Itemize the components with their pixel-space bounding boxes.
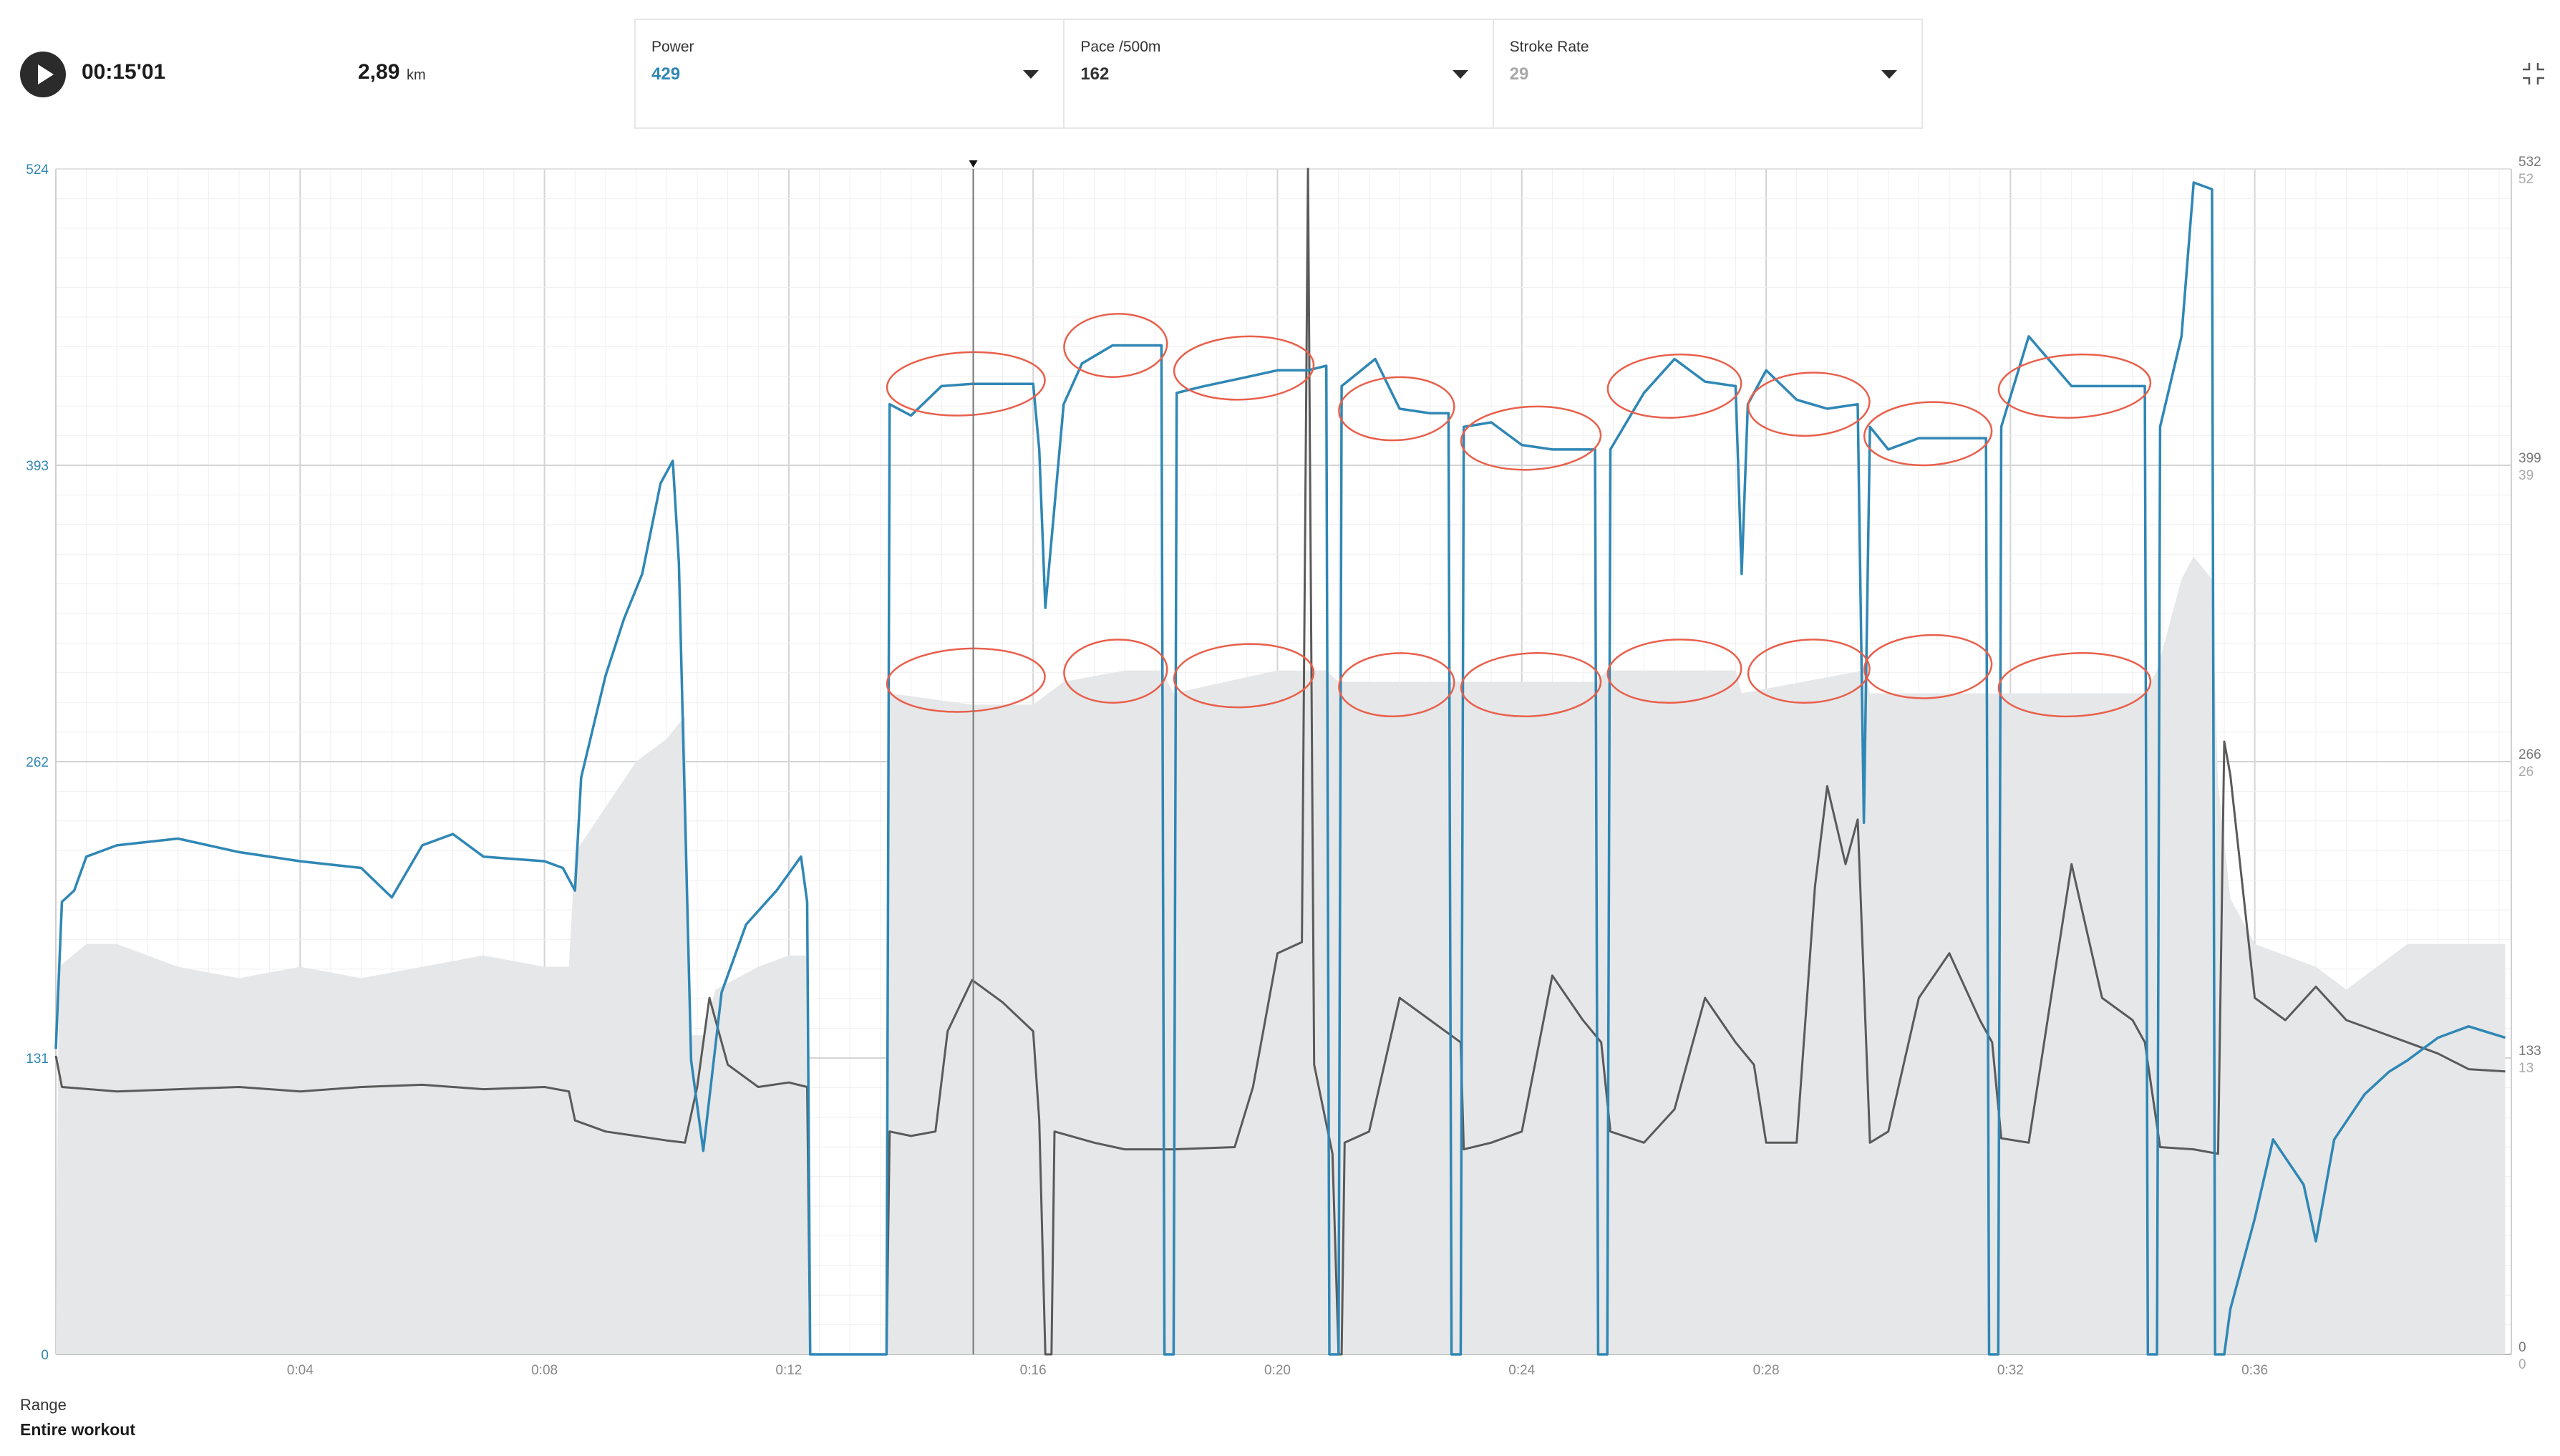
- pace-axis-tick-label: 266: [2518, 747, 2541, 762]
- power-line: [54, 181, 2506, 1356]
- stroke-rate-area-shape: [56, 556, 2506, 1354]
- rate-axis-tick-label: 52: [2518, 172, 2534, 187]
- annotation-ellipse: [1606, 639, 1742, 704]
- annotation-ellipse: [1997, 353, 2152, 419]
- selector-value: 162: [1080, 64, 1110, 84]
- left-axis-tick-label: 131: [26, 1052, 49, 1067]
- x-tick-label: 0:36: [2241, 1363, 2268, 1378]
- stroke-rate-selector[interactable]: Stroke Rate 29: [1494, 20, 1921, 127]
- stroke-rate-area: [56, 556, 2506, 1354]
- annotation-ellipse: [1997, 652, 2152, 718]
- x-tick-label: 0:04: [287, 1363, 314, 1378]
- playhead-marker: [969, 160, 978, 168]
- annotation-ellipse: [1063, 313, 1168, 378]
- elapsed-time: 00:15'01: [82, 60, 166, 84]
- x-tick-label: 0:08: [531, 1363, 558, 1378]
- annotation-ellipse: [1338, 376, 1455, 442]
- caret-down-icon: [1452, 70, 1468, 79]
- annotation-ellipse: [1460, 652, 1602, 718]
- distance-value: 2,89: [358, 60, 400, 84]
- selector-label: Pace /500m: [1080, 39, 1161, 55]
- annotation-ellipse: [1173, 643, 1315, 709]
- annotation-ellipse: [1063, 639, 1168, 704]
- chart-axes: 0:04 0:08 0:12 0:16 0:20 0:24 0:28 0:32 0:360131…: [26, 155, 2541, 1378]
- selector-label: Power: [651, 39, 694, 55]
- annotation-ellipse: [1863, 401, 1993, 467]
- x-tick-label: 0:32: [1997, 1363, 2024, 1378]
- distance-unit: km: [407, 67, 426, 83]
- x-tick-label: 0:16: [1020, 1363, 1047, 1378]
- play-button[interactable]: [20, 52, 66, 97]
- annotation-ellipse: [1606, 353, 1742, 419]
- pace-axis-tick-label: 133: [2518, 1044, 2541, 1059]
- x-tick-label: 0:28: [1753, 1363, 1780, 1378]
- x-tick-label: 0:20: [1264, 1363, 1291, 1378]
- pace-axis-tick-label: 532: [2518, 155, 2541, 170]
- left-axis-tick-label: 524: [26, 162, 49, 178]
- play-icon: [38, 64, 54, 84]
- annotation-ellipse: [1460, 405, 1602, 471]
- annotation-ellipse: [1747, 372, 1871, 437]
- workout-chart[interactable]: 0:04 0:08 0:12 0:16 0:20 0:24 0:28 0:32 0:360131…: [0, 143, 2560, 1389]
- power-series: [54, 181, 2506, 1356]
- pace-series: [54, 168, 2506, 1356]
- player-header: 00:15'01 2,89 km Power 429 Pace /500m 16…: [0, 0, 2560, 150]
- selector-value: 429: [651, 64, 681, 84]
- selector-label: Stroke Rate: [1509, 39, 1589, 55]
- rate-axis-tick-label: 26: [2518, 765, 2534, 780]
- pace-selector[interactable]: Pace /500m 162: [1065, 20, 1494, 127]
- x-tick-label: 0:24: [1508, 1363, 1535, 1378]
- pace-axis-tick-label: 399: [2518, 451, 2541, 466]
- annotation-ellipse: [886, 647, 1046, 713]
- annotation-ellipse: [1863, 634, 1993, 699]
- x-tick-label: 0:12: [775, 1363, 802, 1378]
- left-axis-tick-label: 0: [41, 1348, 49, 1363]
- annotation-ellipse: [1173, 335, 1315, 401]
- range-label: Range: [20, 1396, 67, 1414]
- range-value[interactable]: Entire workout: [20, 1420, 136, 1439]
- exit-fullscreen-icon[interactable]: [2521, 62, 2546, 86]
- annotation-ellipse: [1338, 652, 1455, 717]
- pace-line: [54, 168, 2506, 1356]
- metric-selectors: Power 429 Pace /500m 162 Stroke Rate 29: [634, 19, 1923, 129]
- power-selector[interactable]: Power 429: [636, 20, 1065, 127]
- caret-down-icon: [1023, 70, 1039, 79]
- pace-axis-tick-label: 0: [2518, 1340, 2526, 1355]
- rate-axis-tick-label: 0: [2518, 1357, 2526, 1372]
- left-axis-tick-label: 262: [26, 755, 49, 770]
- hand-drawn-annotations: [886, 313, 2152, 718]
- annotation-ellipse: [1747, 639, 1871, 704]
- playhead: [969, 160, 978, 1354]
- annotation-ellipse: [886, 351, 1046, 417]
- selector-value: 29: [1509, 64, 1529, 84]
- rate-axis-tick-label: 39: [2518, 468, 2534, 483]
- range-section: Range Entire workout: [20, 1396, 135, 1440]
- left-axis-tick-label: 393: [26, 459, 49, 474]
- rate-axis-tick-label: 13: [2518, 1061, 2534, 1076]
- caret-down-icon: [1881, 70, 1897, 79]
